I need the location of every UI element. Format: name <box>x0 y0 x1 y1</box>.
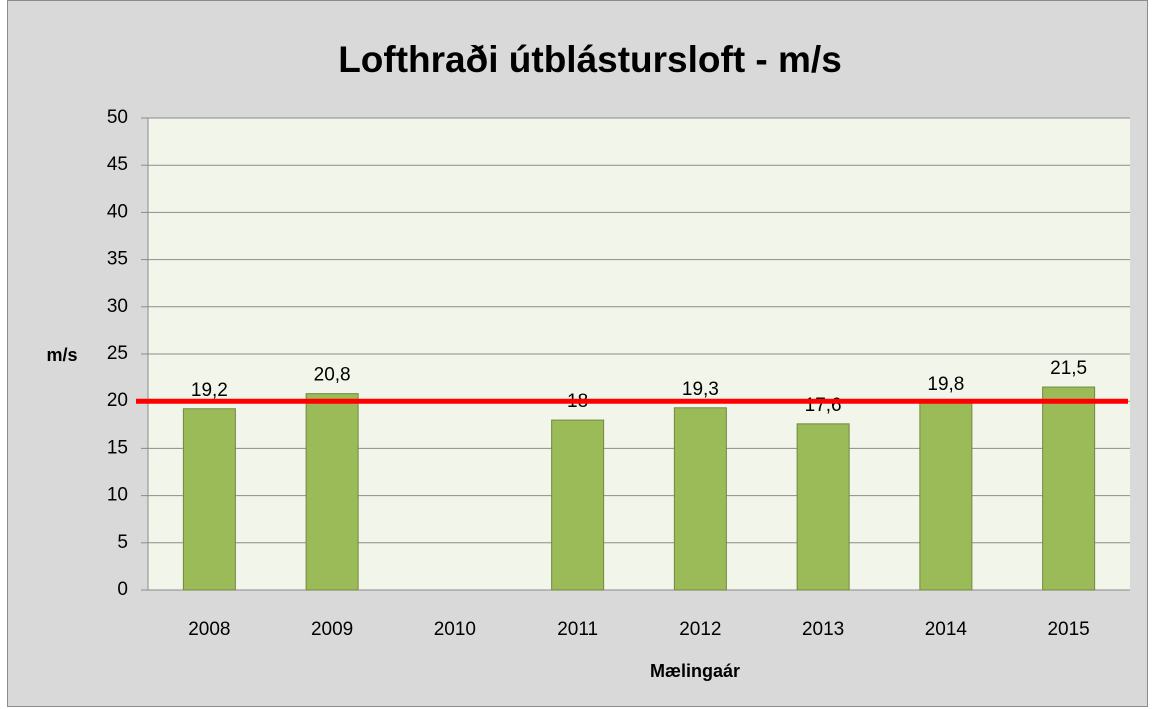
y-tick-label: 5 <box>117 532 128 553</box>
data-label: 19,3 <box>682 379 719 400</box>
chart-title: Lofthraði útblástursloft - m/s <box>338 39 842 80</box>
y-tick-label: 40 <box>107 201 128 222</box>
bar <box>551 419 605 591</box>
x-tick-label: 2013 <box>802 619 844 640</box>
data-label: 17,6 <box>805 395 842 416</box>
x-tick-label: 2008 <box>188 619 230 640</box>
y-tick-label: 30 <box>107 296 128 317</box>
y-tick-label: 50 <box>107 107 128 128</box>
y-axis-label: m/s <box>46 345 77 365</box>
y-tick-label: 0 <box>117 579 128 600</box>
data-label: 19,8 <box>927 374 964 395</box>
y-tick-label: 10 <box>107 485 128 506</box>
y-tick-label: 15 <box>107 437 128 458</box>
y-tick-label: 20 <box>107 390 128 411</box>
x-tick-label: 2012 <box>679 619 721 640</box>
bar <box>182 408 236 591</box>
y-tick-label: 35 <box>107 249 128 270</box>
bar <box>1042 386 1096 591</box>
x-tick-label: 2011 <box>557 619 598 640</box>
x-tick-label: 2010 <box>434 619 476 640</box>
bar <box>919 402 973 591</box>
data-label: 19,2 <box>191 380 228 401</box>
x-tick-label: 2009 <box>311 619 353 640</box>
y-tick-label: 25 <box>107 343 128 364</box>
x-axis-label: Mælingaár <box>650 661 740 681</box>
data-label: 20,8 <box>314 365 351 386</box>
x-tick-label: 2015 <box>1047 619 1089 640</box>
data-label: 21,5 <box>1050 358 1087 379</box>
bar <box>673 407 727 591</box>
x-tick-label: 2014 <box>925 619 968 640</box>
bar <box>796 423 850 591</box>
y-tick-label: 45 <box>107 154 128 175</box>
bar <box>305 393 359 591</box>
